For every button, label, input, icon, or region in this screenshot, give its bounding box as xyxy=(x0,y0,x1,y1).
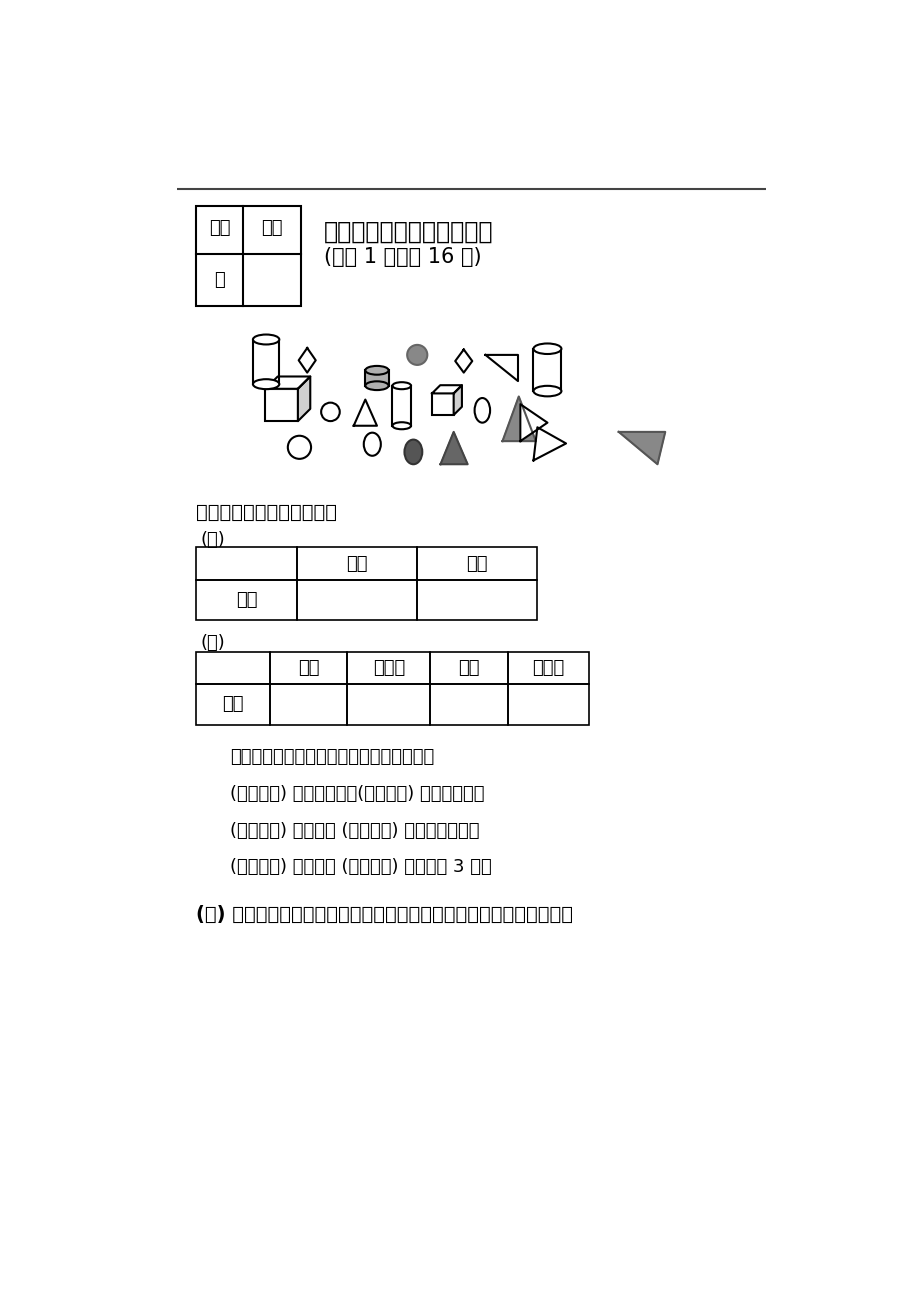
Bar xyxy=(196,547,297,579)
Text: 白色: 白色 xyxy=(466,555,488,573)
Ellipse shape xyxy=(533,344,561,354)
Polygon shape xyxy=(265,376,310,389)
Ellipse shape xyxy=(392,422,411,430)
Text: 圆形: 圆形 xyxy=(458,659,480,677)
Bar xyxy=(196,652,269,685)
Text: 正方体: 正方体 xyxy=(372,659,404,677)
Bar xyxy=(297,579,417,620)
Text: 人: 人 xyxy=(214,271,225,289)
Text: 个数: 个数 xyxy=(236,591,257,609)
Text: 评卷: 评卷 xyxy=(209,219,231,237)
Text: 五、按要求完成下面个体题: 五、按要求完成下面个体题 xyxy=(323,219,494,243)
Ellipse shape xyxy=(533,385,561,396)
Bar xyxy=(430,685,507,724)
Bar xyxy=(392,385,411,426)
Text: 把分类的结果整理在表中。: 把分类的结果整理在表中。 xyxy=(196,503,337,522)
Polygon shape xyxy=(432,385,461,393)
Bar xyxy=(533,349,561,391)
Polygon shape xyxy=(440,432,467,465)
Polygon shape xyxy=(502,397,535,441)
Bar xyxy=(365,370,388,385)
Circle shape xyxy=(288,436,311,458)
Text: (３) 如果把这些图形分成两组，可以怎样分？把分组的结果表示出来。: (３) 如果把这些图形分成两组，可以怎样分？把分组的结果表示出来。 xyxy=(196,905,573,923)
Text: 得分: 得分 xyxy=(261,219,283,237)
Ellipse shape xyxy=(404,440,422,465)
Ellipse shape xyxy=(365,366,388,375)
Bar xyxy=(507,652,589,685)
Bar xyxy=(196,685,269,724)
Polygon shape xyxy=(453,385,461,415)
Bar xyxy=(253,340,279,384)
Text: 灰色: 灰色 xyxy=(346,555,368,573)
Polygon shape xyxy=(455,349,471,372)
Text: 个数: 个数 xyxy=(222,695,244,713)
Ellipse shape xyxy=(365,381,388,391)
Bar xyxy=(507,685,589,724)
Ellipse shape xyxy=(392,383,411,389)
Bar xyxy=(417,579,537,620)
Text: (每空 1 分，共 16 分): (每空 1 分，共 16 分) xyxy=(323,247,482,267)
Text: (　　　　) 的个数和 (　　　　) 的个数一样多。: ( ) 的个数和 ( ) 的个数一样多。 xyxy=(230,822,479,840)
Circle shape xyxy=(407,345,426,365)
Polygon shape xyxy=(533,427,565,461)
Ellipse shape xyxy=(253,379,279,389)
Bar xyxy=(297,547,417,579)
Text: 囟柱: 囟柱 xyxy=(298,659,319,677)
Polygon shape xyxy=(299,348,315,372)
Ellipse shape xyxy=(474,398,490,423)
Bar xyxy=(417,547,537,579)
Bar xyxy=(265,389,298,421)
Bar xyxy=(269,685,347,724)
Bar xyxy=(430,652,507,685)
Text: (１): (１) xyxy=(200,531,225,549)
Text: (　　　　) 的个数最多，(　　　　) 的个数最少。: ( ) 的个数最多，( ) 的个数最少。 xyxy=(230,785,483,802)
Text: (　　　　) 的个数比 (　　　　) 的个数多 3 个。: ( ) 的个数比 ( ) 的个数多 3 个。 xyxy=(230,858,491,876)
Bar xyxy=(196,206,301,306)
Polygon shape xyxy=(520,404,547,441)
Bar xyxy=(269,652,347,685)
Bar xyxy=(432,393,453,415)
Polygon shape xyxy=(298,376,310,421)
Text: (２): (２) xyxy=(200,634,225,651)
Ellipse shape xyxy=(253,335,279,345)
Bar xyxy=(347,652,430,685)
Polygon shape xyxy=(618,432,664,465)
Bar xyxy=(347,685,430,724)
Text: 三角形: 三角形 xyxy=(532,659,564,677)
Ellipse shape xyxy=(363,432,380,456)
Polygon shape xyxy=(485,355,517,381)
Bar xyxy=(196,579,297,620)
Text: 根据上面表格分类的结果，回答以下问题。: 根据上面表格分类的结果，回答以下问题。 xyxy=(230,747,434,766)
Circle shape xyxy=(321,402,339,421)
Polygon shape xyxy=(353,400,377,426)
